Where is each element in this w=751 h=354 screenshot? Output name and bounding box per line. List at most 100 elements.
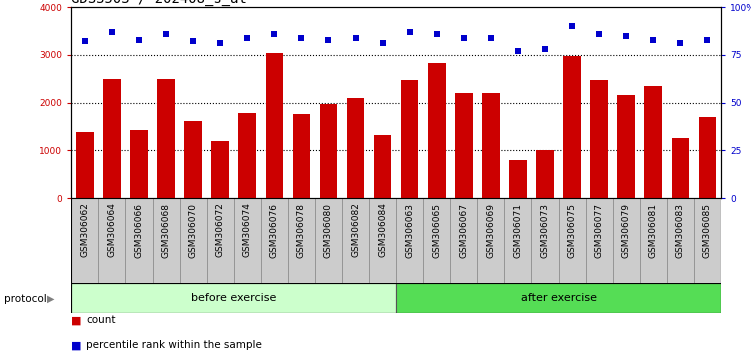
- Bar: [644, 86, 662, 198]
- Bar: [509, 160, 526, 198]
- Text: GSM306066: GSM306066: [134, 202, 143, 258]
- Bar: [455, 93, 472, 198]
- Point: [376, 41, 388, 46]
- Bar: [451, 198, 478, 285]
- Point: [160, 31, 172, 37]
- Bar: [374, 135, 391, 198]
- Bar: [315, 198, 342, 285]
- Bar: [617, 95, 635, 198]
- Point: [404, 29, 416, 35]
- Point: [431, 31, 443, 37]
- Text: ■: ■: [71, 315, 82, 325]
- Text: GSM306084: GSM306084: [378, 202, 387, 257]
- Text: after exercise: after exercise: [520, 293, 596, 303]
- Text: GSM306071: GSM306071: [514, 202, 523, 258]
- Bar: [293, 114, 310, 198]
- Bar: [342, 198, 369, 285]
- Bar: [505, 198, 532, 285]
- Point: [458, 35, 470, 40]
- Bar: [261, 198, 288, 285]
- Bar: [397, 283, 721, 313]
- Point: [79, 39, 91, 44]
- Bar: [212, 141, 229, 198]
- Bar: [671, 138, 689, 198]
- Point: [322, 37, 334, 42]
- Bar: [266, 53, 283, 198]
- Bar: [71, 198, 98, 285]
- Bar: [103, 79, 121, 198]
- Bar: [234, 198, 261, 285]
- Bar: [563, 56, 581, 198]
- Text: GSM306073: GSM306073: [541, 202, 550, 258]
- Text: GSM306064: GSM306064: [107, 202, 116, 257]
- Bar: [76, 132, 94, 198]
- Text: GSM306077: GSM306077: [595, 202, 604, 258]
- Text: GSM306065: GSM306065: [433, 202, 442, 258]
- Text: GSM306080: GSM306080: [324, 202, 333, 258]
- Text: GSM306078: GSM306078: [297, 202, 306, 258]
- Point: [349, 35, 361, 40]
- Point: [701, 37, 713, 42]
- Bar: [586, 198, 613, 285]
- Bar: [590, 80, 608, 198]
- Point: [566, 23, 578, 29]
- Point: [106, 29, 118, 35]
- Bar: [71, 283, 397, 313]
- Text: before exercise: before exercise: [191, 293, 276, 303]
- Text: GSM306070: GSM306070: [189, 202, 198, 258]
- Point: [214, 41, 226, 46]
- Text: GSM306083: GSM306083: [676, 202, 685, 258]
- Bar: [152, 198, 179, 285]
- Text: GSM306067: GSM306067: [460, 202, 469, 258]
- Bar: [478, 198, 505, 285]
- Bar: [559, 198, 586, 285]
- Point: [241, 35, 253, 40]
- Bar: [288, 198, 315, 285]
- Bar: [613, 198, 640, 285]
- Text: GDS3503 / 202408_s_at: GDS3503 / 202408_s_at: [71, 0, 247, 6]
- Point: [133, 37, 145, 42]
- Bar: [424, 198, 451, 285]
- Text: protocol: protocol: [4, 294, 47, 304]
- Bar: [347, 98, 364, 198]
- Bar: [401, 80, 418, 198]
- Bar: [698, 117, 716, 198]
- Bar: [239, 113, 256, 198]
- Text: GSM306069: GSM306069: [487, 202, 496, 258]
- Text: GSM306081: GSM306081: [649, 202, 658, 258]
- Bar: [667, 198, 694, 285]
- Bar: [207, 198, 234, 285]
- Bar: [179, 198, 207, 285]
- Point: [620, 33, 632, 39]
- Point: [539, 46, 551, 52]
- Point: [674, 41, 686, 46]
- Bar: [320, 104, 337, 198]
- Point: [647, 37, 659, 42]
- Bar: [640, 198, 667, 285]
- Bar: [532, 198, 559, 285]
- Point: [593, 31, 605, 37]
- Text: GSM306085: GSM306085: [703, 202, 712, 258]
- Text: GSM306082: GSM306082: [351, 202, 360, 257]
- Bar: [428, 63, 445, 198]
- Bar: [184, 121, 202, 198]
- Text: percentile rank within the sample: percentile rank within the sample: [86, 340, 262, 350]
- Text: GSM306062: GSM306062: [80, 202, 89, 257]
- Bar: [369, 198, 397, 285]
- Text: ▶: ▶: [47, 294, 55, 304]
- Point: [485, 35, 497, 40]
- Bar: [125, 198, 152, 285]
- Bar: [397, 198, 424, 285]
- Text: GSM306075: GSM306075: [568, 202, 577, 258]
- Bar: [157, 79, 175, 198]
- Text: count: count: [86, 315, 116, 325]
- Text: GSM306063: GSM306063: [406, 202, 415, 258]
- Bar: [98, 198, 125, 285]
- Text: GSM306074: GSM306074: [243, 202, 252, 257]
- Text: GSM306068: GSM306068: [161, 202, 170, 258]
- Bar: [536, 150, 553, 198]
- Point: [295, 35, 307, 40]
- Point: [187, 39, 199, 44]
- Bar: [130, 130, 148, 198]
- Point: [512, 48, 524, 54]
